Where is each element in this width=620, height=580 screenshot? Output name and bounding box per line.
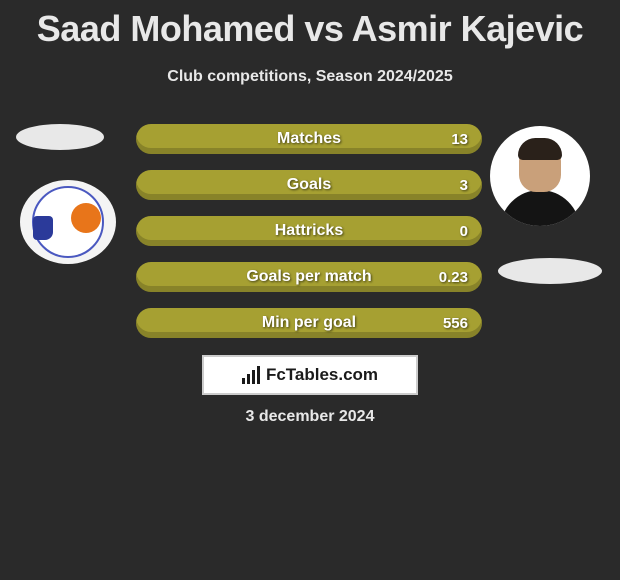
bar-chart-icon [242, 366, 260, 384]
brand-label: FcTables.com [266, 365, 378, 385]
player-right-avatar [490, 126, 590, 226]
stat-value-right: 0.23 [439, 262, 468, 292]
stat-value-right: 3 [460, 170, 468, 200]
club-badge-right-placeholder [498, 258, 602, 284]
avatar-body [500, 190, 580, 226]
stat-row-matches: Matches 13 [136, 124, 482, 154]
stat-label: Goals per match [136, 262, 482, 292]
avatar-hair [518, 138, 562, 160]
stat-label: Hattricks [136, 216, 482, 246]
stat-row-hattricks: Hattricks 0 [136, 216, 482, 246]
stat-value-right: 556 [443, 308, 468, 338]
stat-label: Goals [136, 170, 482, 200]
club-badge-ring [32, 186, 104, 258]
player-left-avatar-placeholder [16, 124, 104, 150]
stat-row-goals: Goals 3 [136, 170, 482, 200]
club-badge-figure [33, 216, 53, 240]
stat-label: Min per goal [136, 308, 482, 338]
stat-value-right: 13 [451, 124, 468, 154]
stat-label: Matches [136, 124, 482, 154]
club-badge-ball [71, 203, 101, 233]
page-subtitle: Club competitions, Season 2024/2025 [0, 68, 620, 86]
stats-container: Matches 13 Goals 3 Hattricks 0 Goals per… [136, 124, 482, 354]
date-label: 3 december 2024 [0, 408, 620, 426]
club-badge-left [20, 180, 116, 264]
stat-row-min-per-goal: Min per goal 556 [136, 308, 482, 338]
brand-attribution[interactable]: FcTables.com [202, 355, 418, 395]
stat-row-goals-per-match: Goals per match 0.23 [136, 262, 482, 292]
stat-value-right: 0 [460, 216, 468, 246]
page-title: Saad Mohamed vs Asmir Kajevic [0, 0, 620, 50]
